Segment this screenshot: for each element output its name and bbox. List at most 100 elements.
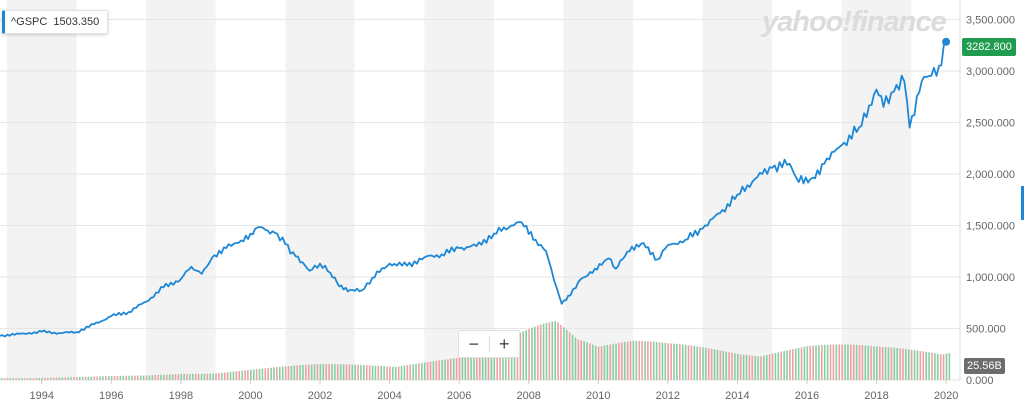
volume-bar	[47, 377, 49, 380]
volume-bar	[707, 348, 710, 380]
volume-bar	[519, 332, 522, 380]
volume-bar	[835, 344, 838, 380]
y-tick-label: 0.000	[966, 375, 994, 387]
volume-bar	[690, 345, 693, 380]
volume-bar	[823, 344, 826, 380]
volume-bar	[154, 375, 156, 380]
volume-bar	[821, 345, 823, 380]
volume-bar	[180, 374, 183, 380]
last-price-point	[942, 37, 951, 46]
volume-bar	[632, 340, 635, 380]
volume-bar	[87, 376, 90, 380]
volume-bar	[426, 362, 429, 380]
volume-bar	[606, 344, 609, 380]
volume-bar	[264, 368, 267, 380]
volume-bar	[664, 342, 667, 380]
x-tick-label: 2014	[725, 390, 749, 402]
volume-bar	[844, 344, 846, 380]
volume-bar	[571, 334, 574, 380]
volume-bar	[768, 354, 771, 380]
year-band	[285, 0, 355, 380]
volume-bar	[693, 345, 696, 380]
volume-bar	[267, 368, 270, 380]
volume-bar	[299, 365, 301, 380]
volume-bar	[403, 365, 406, 380]
volume-bar	[528, 328, 530, 380]
volume-bar	[612, 343, 614, 380]
volume-bar	[907, 349, 910, 380]
volume-bar	[409, 364, 412, 380]
volume-bar	[794, 348, 797, 380]
volume-bar	[105, 376, 107, 380]
volume-bar	[328, 364, 330, 380]
volume-bar	[389, 366, 391, 380]
volume-bar	[850, 344, 852, 380]
x-tick-label: 1998	[169, 390, 193, 402]
volume-bar	[284, 366, 287, 380]
volume-bar	[861, 345, 864, 380]
volume-bar	[287, 366, 290, 380]
volume-bar	[719, 350, 722, 380]
volume-bar	[841, 344, 843, 380]
volume-bar	[444, 359, 446, 380]
volume-bar	[339, 364, 342, 380]
x-tick-label: 2010	[586, 390, 610, 402]
volume-bar	[800, 347, 803, 380]
volume-bar	[354, 364, 356, 380]
volume-bar	[163, 374, 165, 380]
zoom-out-button[interactable]: −	[468, 334, 480, 354]
volume-bar	[609, 344, 612, 380]
volume-bar	[626, 341, 629, 380]
volume-bar	[41, 377, 43, 380]
volume-bar	[61, 377, 64, 380]
volume-bar	[574, 337, 577, 380]
volume-bar	[305, 364, 307, 380]
volume-bar	[151, 375, 154, 380]
yahoo-finance-logo: yahoo!finance	[762, 6, 947, 38]
scroll-handle[interactable]	[1021, 186, 1024, 220]
volume-bar	[380, 366, 383, 380]
volume-bar	[293, 365, 296, 380]
volume-bar	[73, 377, 75, 380]
volume-bar	[928, 352, 930, 380]
volume-bar	[687, 345, 690, 380]
volume-bar	[96, 376, 98, 380]
x-tick-label: 2008	[516, 390, 540, 402]
volume-bar	[342, 364, 345, 380]
volume-bar	[206, 373, 209, 380]
volume-bar	[194, 373, 197, 380]
volume-bar	[705, 347, 707, 380]
volume-bar	[310, 364, 313, 380]
volume-bar	[276, 367, 278, 380]
volume-bar	[548, 322, 551, 380]
volume-bar	[490, 348, 493, 380]
volume-bar	[765, 354, 768, 380]
volume-bar	[670, 343, 672, 380]
volume-bar	[29, 378, 32, 380]
volume-bar	[70, 377, 72, 380]
series-legend[interactable]: ^GSPC 1503.350	[2, 10, 109, 34]
volume-bar	[67, 377, 70, 380]
volume-bar	[507, 338, 510, 380]
volume-bar	[6, 378, 9, 380]
volume-bar	[809, 345, 812, 380]
volume-bar	[107, 376, 110, 380]
volume-bar	[128, 375, 130, 380]
volume-bar	[142, 375, 145, 380]
volume-bar	[3, 378, 6, 380]
year-band	[146, 0, 216, 380]
volume-bar	[510, 337, 513, 380]
year-band	[841, 0, 912, 380]
volume-bar	[725, 351, 727, 380]
volume-bar	[470, 354, 472, 380]
volume-bar	[881, 346, 884, 380]
volume-bar	[873, 346, 875, 380]
x-tick-label: 2012	[656, 390, 680, 402]
volume-bar	[296, 365, 298, 380]
zoom-in-button[interactable]: +	[499, 334, 510, 354]
volume-bar	[9, 378, 12, 380]
volume-bar	[79, 376, 81, 380]
volume-bar	[81, 376, 84, 380]
